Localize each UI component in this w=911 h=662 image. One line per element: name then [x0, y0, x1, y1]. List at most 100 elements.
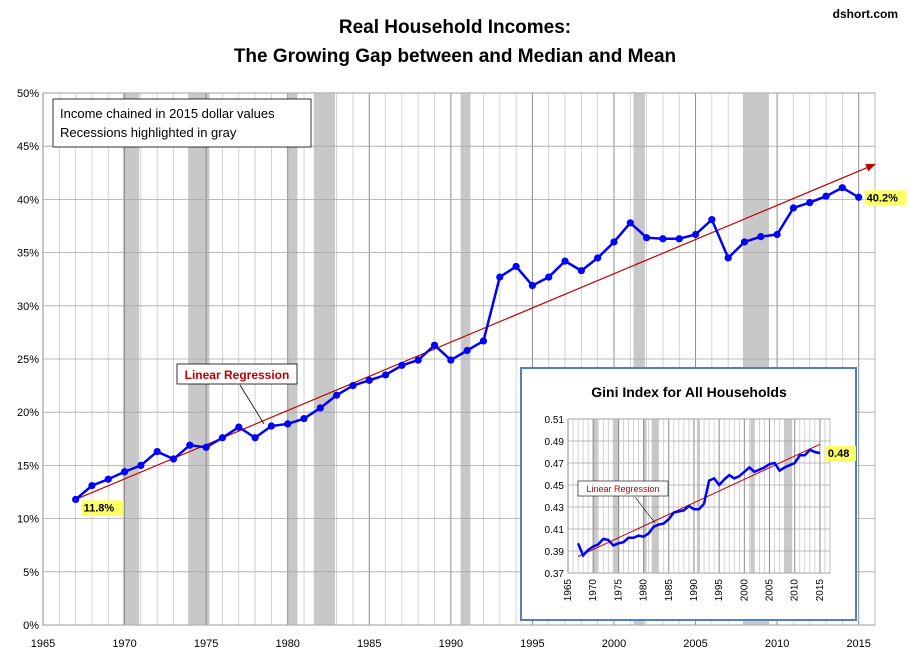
data-point: [430, 341, 439, 349]
data-point: [300, 414, 308, 423]
x-tick-label: 1995: [520, 638, 544, 650]
data-point: [512, 262, 520, 271]
x-axis-ticks: 1965 1970 1975 1980 1985 1990 1995 2000 2005 2010…: [31, 638, 871, 650]
data-point: [740, 238, 749, 246]
series-points: [72, 184, 863, 504]
regression-line: [75, 163, 876, 501]
x-tick-label: 2015: [846, 638, 870, 650]
data-point: [398, 361, 406, 369]
end-value-label-bg: [864, 190, 907, 206]
x-tick-label: 1980: [275, 638, 299, 650]
notes-box-frame: [52, 98, 312, 148]
x-tick-label: 1965: [31, 638, 55, 650]
inset-title: Gini Index for All Households: [591, 384, 787, 400]
data-point: [104, 475, 112, 483]
data-point: [545, 273, 553, 281]
x-tick-label: 1990: [689, 579, 700, 602]
y-tick-label: 10%: [17, 514, 39, 526]
inset-series-line: [576, 448, 821, 558]
inset-end-value-label-text: 0.48: [828, 448, 849, 460]
y-tick-label: 0.45: [545, 481, 565, 492]
x-tick-label: 1965: [563, 579, 574, 602]
x-tick-label: 2000: [739, 579, 750, 602]
y-tick-label: 0.41: [545, 525, 565, 536]
data-point: [643, 234, 651, 242]
y-tick-label: 40%: [17, 194, 39, 206]
data-point: [626, 219, 634, 227]
data-point: [447, 356, 455, 364]
notes-line-1: Income chained in 2015 dollar values: [60, 106, 275, 121]
start-value-label-text: 11.8%: [84, 502, 115, 514]
data-point: [724, 254, 732, 262]
gini-inset-chart: Gini Index for All Households 0.37 0.39 0.…: [520, 367, 857, 621]
inset-regression-leader-line: [634, 496, 656, 524]
end-value-label-text: 40.2%: [867, 192, 898, 204]
y-tick-label: 0.37: [545, 569, 565, 580]
end-value-label: 40.2%: [864, 190, 907, 206]
data-point: [202, 443, 210, 451]
x-tick-label: 1975: [194, 638, 218, 650]
data-point: [675, 235, 683, 243]
x-tick-label: 1970: [588, 579, 599, 602]
data-point: [381, 371, 390, 379]
x-tick-label: 2010: [790, 579, 801, 602]
data-point: [822, 192, 830, 200]
y-tick-label: 5%: [23, 567, 39, 579]
data-point: [316, 404, 324, 412]
data-point: [365, 376, 373, 384]
data-point: [610, 238, 618, 246]
chart-title-line1: Real Household Incomes:: [339, 17, 571, 38]
recession-band: [750, 419, 754, 573]
y-tick-label: 20%: [17, 407, 39, 419]
inset-regression-line: [577, 443, 821, 557]
y-tick-label: 25%: [17, 354, 39, 366]
data-point: [88, 482, 96, 490]
x-tick-label: 1985: [357, 638, 381, 650]
inset-y-axis-ticks: 0.37 0.39 0.41 0.43 0.45 0.47 0.49 0.51: [545, 415, 565, 580]
x-tick-label: 1995: [714, 579, 725, 602]
data-point: [349, 382, 357, 390]
x-tick-label: 2010: [765, 638, 789, 650]
data-point: [218, 434, 227, 442]
data-point: [789, 204, 798, 212]
y-tick-label: 0.51: [545, 415, 565, 426]
data-point: [267, 422, 275, 430]
y-tick-label: 0.43: [545, 503, 565, 514]
x-tick-label: 1985: [664, 579, 675, 602]
data-point: [757, 233, 765, 241]
data-point: [284, 420, 292, 428]
y-tick-label: 0%: [23, 620, 39, 632]
x-tick-label: 2015: [815, 579, 826, 602]
data-point: [496, 273, 504, 281]
data-point: [186, 441, 194, 449]
source-label: dshort.com: [833, 7, 898, 21]
data-point: [479, 337, 488, 345]
data-point: [806, 198, 814, 207]
inset-regression-label-text: Linear Regression: [586, 484, 659, 494]
start-value-label: 11.8%: [81, 500, 124, 516]
y-tick-label: 15%: [17, 460, 39, 472]
chart-title-line2: The Growing Gap between and Median and M…: [234, 46, 676, 67]
x-tick-label: 1980: [639, 579, 650, 602]
inset-end-value-label-bg: [825, 446, 856, 462]
data-point: [153, 447, 161, 456]
regression-label-box: [176, 363, 298, 385]
x-tick-label: 1990: [439, 638, 463, 650]
y-tick-label: 0.39: [545, 547, 565, 558]
notes-box: Income chained in 2015 dollar values Rec…: [52, 98, 312, 148]
recession-band: [784, 419, 793, 573]
x-tick-label: 2000: [602, 638, 626, 650]
data-point: [251, 434, 259, 442]
x-tick-label: 1975: [613, 579, 624, 602]
y-tick-label: 0.47: [545, 459, 565, 470]
y-tick-label: 50%: [17, 88, 39, 100]
data-point: [137, 461, 145, 469]
x-tick-label: 2005: [683, 638, 707, 650]
inset-x-axis-ticks: 1965 1970 1975 1980 1985 1990 1995 2000 2005 2010…: [563, 579, 826, 602]
inset-regression-label: Linear Regression: [577, 480, 669, 497]
regression-label: Linear Regression: [176, 363, 298, 385]
x-tick-label: 2005: [765, 579, 776, 602]
regression-leader-line: [239, 384, 265, 425]
data-point: [691, 230, 700, 239]
